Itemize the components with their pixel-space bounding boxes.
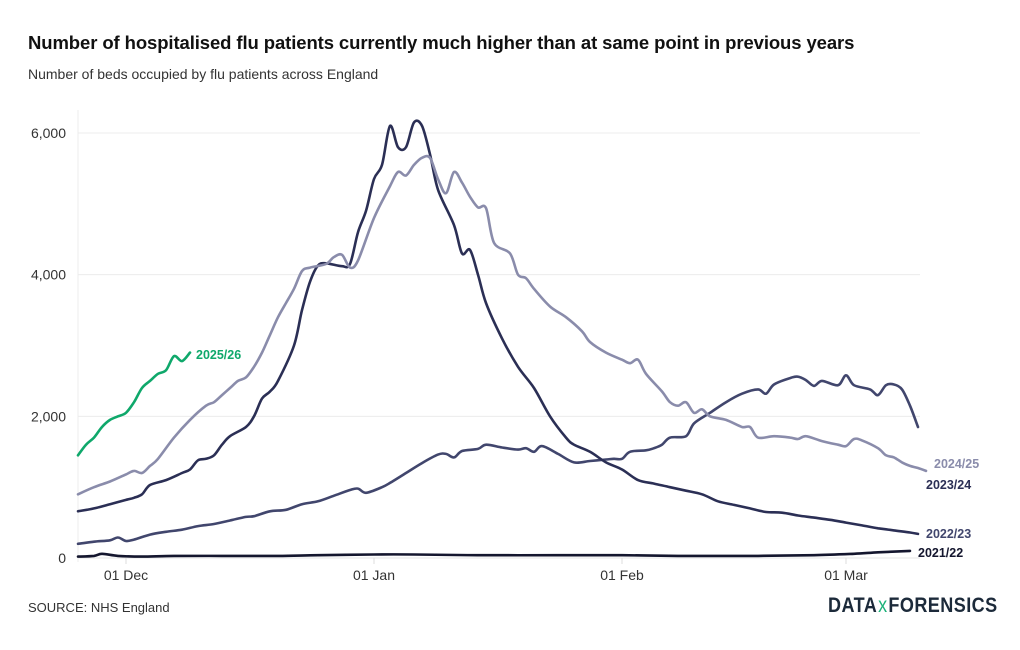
x-tick-label: 01 Jan (353, 567, 395, 583)
brand-left: DATA (828, 594, 878, 617)
series-labels: 2021/22 2022/23 2023/24 2024/25 2025/26 (196, 348, 979, 560)
x-axis: 01 Dec 01 Jan 01 Feb 01 Mar (104, 558, 868, 583)
x-tick-label: 01 Dec (104, 567, 148, 583)
y-axis: 0 2,000 4,000 6,000 (31, 125, 66, 566)
y-tick-label: 4,000 (31, 267, 66, 283)
brand-right: FORENSICS (888, 594, 998, 617)
chart-subtitle: Number of beds occupied by flu patients … (28, 66, 379, 82)
chart-title: Number of hospitalised flu patients curr… (28, 32, 855, 53)
y-tick-label: 0 (58, 550, 66, 566)
brand-logo: DATAxFORENSICS (828, 594, 998, 618)
series-lines (76, 119, 928, 558)
series-line-2021-22 (76, 549, 912, 558)
series-label-2025-26: 2025/26 (196, 348, 241, 362)
series-line-2023-24 (76, 119, 920, 536)
y-tick-label: 6,000 (31, 125, 66, 141)
y-tick-label: 2,000 (31, 408, 66, 424)
series-label-2024-25: 2024/25 (934, 457, 979, 471)
series-label-2021-22: 2021/22 (918, 546, 963, 560)
series-label-2023-24: 2023/24 (926, 478, 971, 492)
gridlines (77, 110, 920, 562)
series-line-2025-26 (76, 351, 192, 457)
series-line-2022-23 (76, 374, 920, 546)
x-tick-label: 01 Feb (600, 567, 644, 583)
series-line-2024-25 (76, 154, 928, 496)
series-label-2022-23: 2022/23 (926, 527, 971, 541)
x-tick-label: 01 Mar (824, 567, 868, 583)
source-note: SOURCE: NHS England (28, 600, 170, 615)
brand-x-icon: x (878, 594, 888, 617)
